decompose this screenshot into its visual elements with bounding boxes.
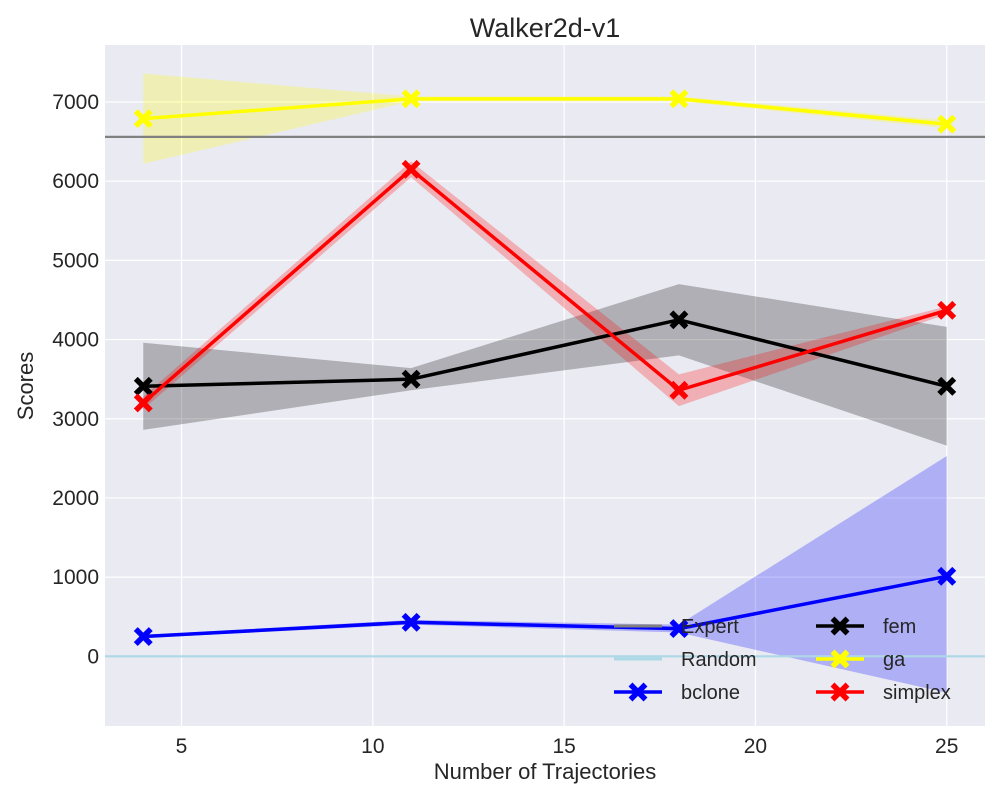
point-fem	[937, 376, 957, 396]
legend-label: bclone	[681, 682, 740, 704]
line-simplex	[142, 167, 948, 405]
point-fem	[401, 369, 421, 389]
point-simplex	[133, 393, 153, 413]
x-tick-label: 25	[935, 735, 958, 758]
point-simplex	[937, 300, 957, 320]
y-tick-label: 7000	[52, 91, 99, 114]
chart-title: Walker2d-v1	[470, 13, 621, 43]
y-tick-label: 2000	[52, 487, 99, 510]
legend-label: ga	[883, 649, 906, 671]
confidence-bands	[143, 73, 947, 693]
y-tick-label: 5000	[52, 249, 99, 272]
legend-marker	[830, 616, 850, 636]
y-tick-labels: 0 1000 2000 3000 4000 5000 6000 7000	[52, 91, 99, 668]
grid	[105, 45, 985, 726]
x-tick-label: 5	[176, 735, 188, 758]
point-ga	[669, 89, 689, 109]
legend-marker	[830, 649, 850, 669]
point-fem	[669, 310, 689, 330]
legend-item-expert: Expert	[614, 616, 739, 638]
point-bclone	[133, 627, 153, 646]
line-bclone	[143, 574, 948, 639]
plot-area	[105, 45, 985, 726]
y-tick-label: 0	[87, 645, 99, 668]
legend-label: simplex	[883, 682, 951, 704]
x-axis-label: Number of Trajectories	[434, 759, 657, 784]
line-ga	[143, 97, 947, 126]
line-fem	[143, 318, 948, 389]
x-tick-label: 10	[361, 735, 384, 758]
band-bclone	[143, 455, 947, 693]
legend: Expert Random bclone fem ga simplex	[614, 616, 951, 704]
y-tick-label: 6000	[52, 170, 99, 193]
point-simplex	[669, 380, 689, 400]
point-ga	[133, 109, 153, 129]
legend-item-bclone: bclone	[614, 682, 740, 704]
point-bclone	[669, 619, 689, 639]
y-tick-label: 1000	[52, 566, 99, 589]
legend-label: Expert	[681, 616, 739, 638]
y-tick-label: 3000	[52, 408, 99, 431]
legend-marker	[628, 682, 648, 702]
legend-item-random: Random	[614, 649, 757, 671]
band-simplex	[143, 161, 947, 410]
point-ga	[401, 89, 421, 109]
y-axis-label: Scores	[13, 352, 38, 420]
legend-item-fem: fem	[816, 616, 916, 638]
legend-label: Random	[681, 649, 757, 671]
band-fem	[143, 284, 947, 446]
legend-item-ga: ga	[816, 649, 906, 671]
series-markers	[133, 89, 957, 646]
legend-label: fem	[883, 616, 916, 638]
x-tick-label: 15	[552, 735, 575, 758]
series-lines	[142, 97, 948, 639]
band-ga	[143, 73, 947, 164]
point-bclone	[401, 612, 421, 632]
legend-item-simplex: simplex	[816, 682, 951, 704]
point-fem	[133, 376, 153, 396]
point-simplex	[401, 159, 421, 179]
x-tick-label: 20	[744, 735, 767, 758]
point-ga	[937, 114, 957, 134]
x-tick-labels: 5 10 15 20 25	[176, 735, 959, 758]
y-tick-label: 4000	[52, 329, 99, 352]
point-bclone	[937, 566, 957, 586]
legend-marker	[830, 682, 850, 702]
